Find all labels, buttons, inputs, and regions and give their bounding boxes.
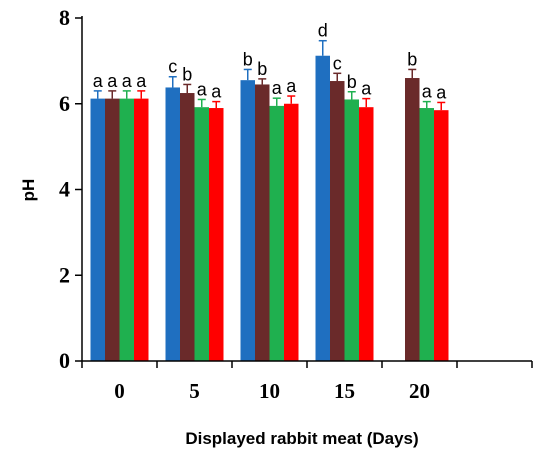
- bar: [419, 108, 434, 361]
- bar: [165, 87, 180, 362]
- y-tick-label: 2: [59, 262, 70, 287]
- y-tick-label: 0: [59, 348, 70, 373]
- bar: [90, 98, 105, 362]
- bar: [315, 55, 330, 361]
- significance-letter: b: [243, 49, 253, 69]
- bar: [209, 108, 224, 361]
- bar: [434, 110, 449, 362]
- y-tick-label: 4: [59, 177, 70, 202]
- significance-letter: a: [211, 82, 222, 102]
- significance-letter: a: [286, 76, 297, 96]
- bar: [119, 98, 134, 362]
- y-tick-label: 6: [59, 91, 70, 116]
- significance-letter: a: [136, 71, 147, 91]
- significance-letter: a: [197, 79, 208, 99]
- x-tick-label: 15: [334, 379, 355, 403]
- bar: [269, 105, 284, 361]
- significance-letter: a: [361, 79, 372, 99]
- significance-letter: a: [272, 78, 283, 98]
- bar: [240, 80, 255, 362]
- significance-letter: a: [107, 71, 118, 91]
- significance-letter: b: [407, 49, 417, 69]
- bar: [330, 81, 345, 361]
- x-tick-label: 10: [259, 379, 280, 403]
- significance-letter: c: [333, 53, 342, 73]
- x-tick-label: 5: [189, 379, 200, 403]
- bar: [405, 78, 420, 361]
- significance-letter: a: [93, 71, 104, 91]
- x-axis-label: Displayed rabbit meat (Days): [185, 429, 418, 448]
- significance-letter: b: [257, 59, 267, 79]
- bar: [344, 99, 359, 362]
- significance-letter: a: [422, 82, 433, 102]
- bar: [105, 98, 120, 362]
- bar: [284, 103, 299, 361]
- significance-letter: d: [318, 21, 328, 41]
- significance-letter: b: [182, 64, 192, 84]
- y-tick-label: 8: [59, 5, 70, 30]
- significance-letter: c: [168, 57, 177, 77]
- significance-letter: a: [122, 71, 133, 91]
- bar: [359, 107, 374, 362]
- bar: [180, 93, 195, 361]
- x-tick-label: 20: [409, 379, 430, 403]
- bar: [194, 107, 209, 362]
- bar: [134, 98, 149, 362]
- y-axis-label: pH: [19, 179, 38, 202]
- significance-letter: b: [347, 72, 357, 92]
- significance-letter: a: [436, 82, 447, 102]
- bar: [255, 84, 270, 362]
- x-tick-label: 0: [114, 379, 125, 403]
